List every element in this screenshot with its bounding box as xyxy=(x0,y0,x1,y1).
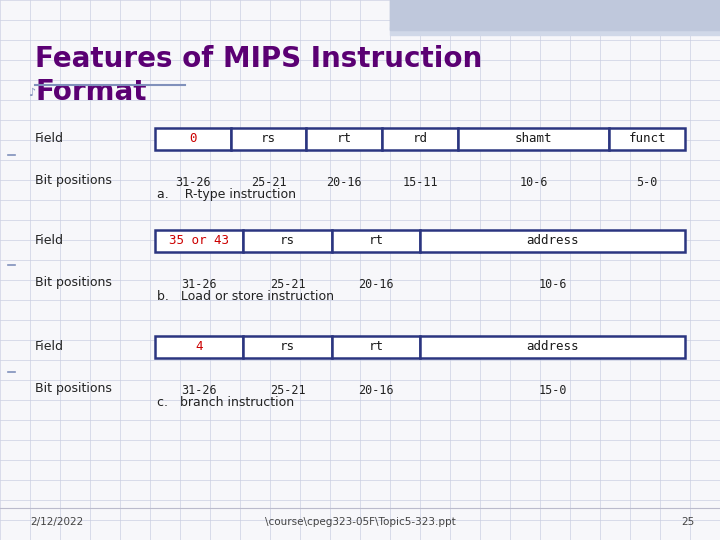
Text: 35 or 43: 35 or 43 xyxy=(169,234,229,247)
Bar xyxy=(420,336,685,358)
Text: 20-16: 20-16 xyxy=(326,176,362,189)
Bar xyxy=(390,27,720,35)
Text: 4: 4 xyxy=(195,341,203,354)
Text: Bit positions: Bit positions xyxy=(35,174,112,187)
Text: rt: rt xyxy=(369,234,383,247)
Text: Field: Field xyxy=(35,341,64,354)
Text: 25: 25 xyxy=(682,517,695,527)
Text: 20-16: 20-16 xyxy=(358,384,394,397)
Text: 20-16: 20-16 xyxy=(358,278,394,291)
Bar xyxy=(609,128,685,150)
Text: 10-6: 10-6 xyxy=(539,278,567,291)
Bar xyxy=(332,336,420,358)
Bar xyxy=(243,230,332,252)
Text: Format: Format xyxy=(35,78,146,106)
Text: 15-0: 15-0 xyxy=(539,384,567,397)
Text: 31-26: 31-26 xyxy=(181,384,217,397)
Text: 0: 0 xyxy=(189,132,197,145)
Bar xyxy=(155,336,243,358)
Text: rs: rs xyxy=(261,132,276,145)
Text: Bit positions: Bit positions xyxy=(35,276,112,289)
Text: 2/12/2022: 2/12/2022 xyxy=(30,517,84,527)
Bar xyxy=(155,128,230,150)
Bar xyxy=(390,0,720,30)
Text: rs: rs xyxy=(280,234,295,247)
Bar xyxy=(420,230,685,252)
Bar xyxy=(243,336,332,358)
Text: address: address xyxy=(526,234,579,247)
Text: rd: rd xyxy=(413,132,428,145)
Text: c.   branch instruction: c. branch instruction xyxy=(157,396,294,409)
Text: shamt: shamt xyxy=(515,132,552,145)
Bar xyxy=(390,0,720,30)
Text: 31-26: 31-26 xyxy=(175,176,211,189)
Text: Field: Field xyxy=(35,234,64,247)
Text: 25-21: 25-21 xyxy=(251,176,287,189)
Text: rt: rt xyxy=(369,341,383,354)
Text: ♪: ♪ xyxy=(28,88,35,98)
Text: 25-21: 25-21 xyxy=(270,278,305,291)
Bar xyxy=(155,230,243,252)
Text: Field: Field xyxy=(35,132,64,145)
Bar xyxy=(230,128,307,150)
Text: Features of MIPS Instruction: Features of MIPS Instruction xyxy=(35,45,482,73)
Text: Bit positions: Bit positions xyxy=(35,382,112,395)
Bar xyxy=(307,128,382,150)
Bar xyxy=(332,230,420,252)
Text: b.   Load or store instruction: b. Load or store instruction xyxy=(157,290,334,303)
Bar xyxy=(458,128,609,150)
Text: 5-0: 5-0 xyxy=(636,176,658,189)
Text: 25-21: 25-21 xyxy=(270,384,305,397)
Text: \course\cpeg323-05F\Topic5-323.ppt: \course\cpeg323-05F\Topic5-323.ppt xyxy=(265,517,455,527)
Text: 15-11: 15-11 xyxy=(402,176,438,189)
Text: funct: funct xyxy=(629,132,666,145)
Bar xyxy=(382,128,458,150)
Text: a.    R-type instruction: a. R-type instruction xyxy=(157,188,296,201)
Text: 10-6: 10-6 xyxy=(519,176,548,189)
Text: address: address xyxy=(526,341,579,354)
Text: rs: rs xyxy=(280,341,295,354)
Text: 31-26: 31-26 xyxy=(181,278,217,291)
Text: rt: rt xyxy=(337,132,352,145)
